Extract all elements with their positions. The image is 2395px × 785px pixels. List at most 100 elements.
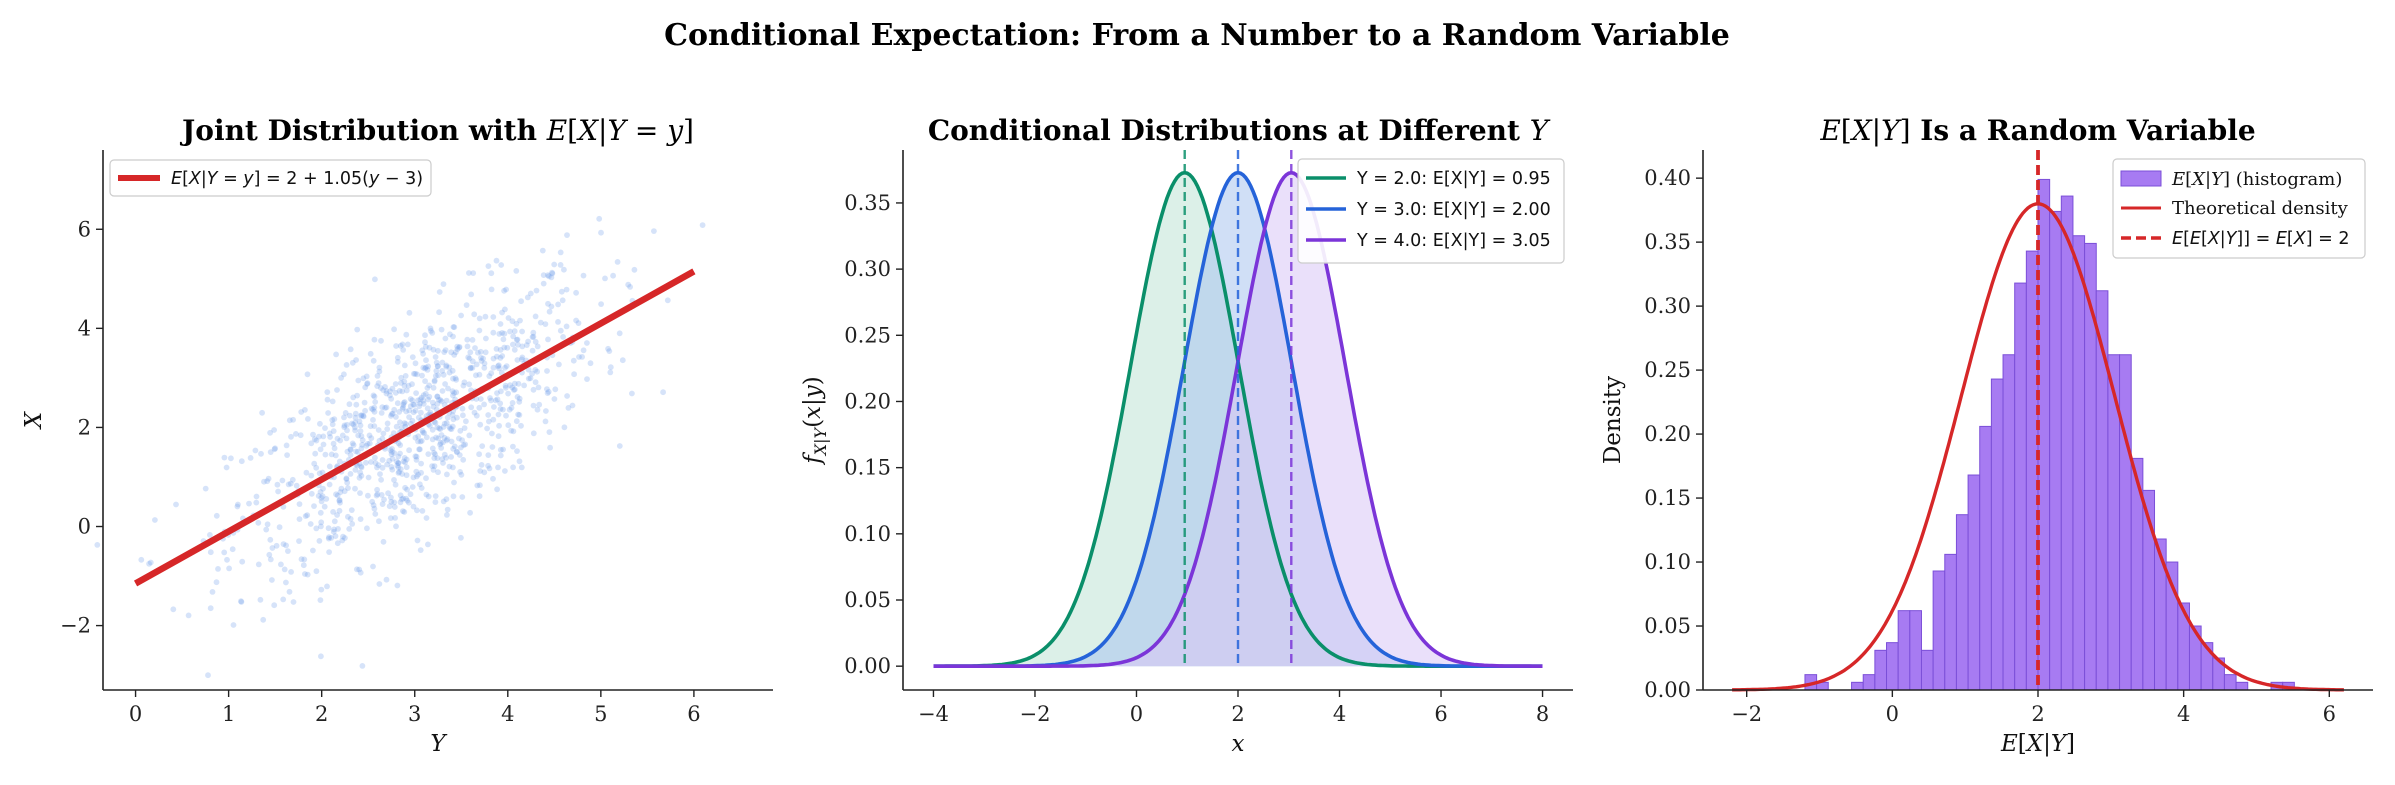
scatter-point — [428, 328, 434, 334]
scatter-point — [352, 419, 359, 426]
scatter-point — [442, 347, 449, 353]
scatter-point — [489, 444, 496, 450]
scatter-point — [454, 343, 461, 350]
legend-box — [109, 159, 432, 197]
histogram-bar — [2223, 674, 2237, 691]
scatter-point — [575, 320, 582, 326]
scatter-point — [545, 336, 551, 343]
scatter-point — [354, 392, 360, 399]
scatter-point — [272, 445, 278, 452]
scatter-point — [305, 416, 311, 422]
scatter-point — [371, 408, 378, 415]
scatter-point — [372, 511, 379, 517]
scatter-point — [316, 470, 323, 477]
scatter-point — [370, 563, 376, 570]
scatter-point — [499, 353, 506, 359]
scatter-point — [388, 498, 395, 505]
scatter-point — [532, 313, 539, 320]
scatter-point — [497, 355, 504, 361]
scatter-point — [310, 547, 316, 554]
scatter-point — [412, 434, 419, 441]
scatter-point — [490, 314, 497, 320]
scatter-point — [380, 387, 387, 393]
legend-label-regression: E[X|Y = y] = 2 + 1.05(y − 3) — [171, 169, 423, 189]
scatter-point — [548, 274, 555, 281]
scatter-point — [473, 361, 480, 368]
scatter-point — [443, 363, 450, 370]
scatter-point — [481, 364, 488, 371]
scatter-point — [560, 334, 566, 340]
scatter-point — [411, 370, 417, 377]
panel2-legend: Y = 2.0: E[X|Y] = 0.95 Y = 3.0: E[X|Y] = … — [1297, 158, 1565, 264]
scatter-point — [435, 469, 441, 476]
scatter-point — [207, 605, 214, 612]
figure-suptitle: Conditional Expectation: From a Number t… — [664, 18, 1730, 53]
scatter-point — [459, 405, 466, 412]
scatter-point — [469, 364, 476, 371]
scatter-point — [433, 434, 439, 441]
scatter-point — [283, 579, 289, 586]
scatter-point — [467, 509, 473, 516]
scatter-point — [419, 427, 426, 434]
scatter-point — [509, 384, 515, 391]
scatter-point — [407, 396, 414, 402]
scatter-point — [431, 463, 438, 469]
scatter-point — [564, 393, 570, 399]
scatter-point — [330, 428, 337, 434]
scatter-point — [405, 382, 412, 389]
scatter-point — [473, 372, 479, 379]
panel1-x-tick-label: 1 — [222, 702, 235, 726]
scatter-point — [433, 359, 440, 366]
legend-box — [2112, 158, 2366, 259]
scatter-point — [558, 288, 565, 295]
panel1-x-tick-label: 4 — [501, 702, 514, 726]
scatter-point — [326, 481, 333, 488]
scatter-point — [432, 493, 439, 499]
scatter-point — [255, 561, 262, 568]
scatter-point — [422, 378, 428, 385]
scatter-point — [444, 414, 451, 421]
scatter-point — [334, 540, 341, 547]
scatter-point — [449, 412, 456, 418]
scatter-point — [346, 412, 353, 419]
scatter-point — [419, 347, 426, 354]
scatter-point — [363, 442, 370, 449]
scatter-point — [432, 373, 439, 379]
scatter-point — [548, 303, 555, 310]
scatter-point — [467, 364, 474, 371]
scatter-point — [631, 266, 638, 273]
scatter-point — [495, 464, 501, 471]
scatter-point — [418, 485, 425, 491]
histogram-bar — [2002, 354, 2016, 691]
scatter-point — [393, 458, 400, 465]
scatter-point — [388, 494, 394, 501]
scatter-point — [429, 399, 436, 406]
scatter-point — [436, 289, 443, 295]
scatter-point — [443, 437, 450, 444]
scatter-point — [322, 451, 329, 458]
scatter-point — [368, 435, 375, 442]
scatter-point — [474, 482, 481, 489]
scatter-point — [308, 472, 315, 479]
scatter-point — [384, 420, 391, 427]
scatter-point — [458, 444, 464, 451]
scatter-point — [412, 407, 419, 414]
scatter-point — [307, 521, 314, 527]
scatter-point — [398, 496, 405, 503]
scatter-point — [441, 434, 448, 441]
scatter-point — [551, 261, 558, 268]
scatter-point — [501, 344, 508, 351]
scatter-point — [347, 471, 354, 477]
scatter-point — [545, 300, 551, 307]
scatter-point — [509, 400, 516, 406]
scatter-point — [381, 496, 387, 503]
scatter-point — [398, 374, 405, 381]
scatter-point — [423, 491, 430, 498]
scatter-point — [234, 503, 241, 510]
panel3-x-tick-label: −2 — [1731, 702, 1762, 726]
scatter-point — [437, 397, 444, 403]
scatter-point — [401, 378, 408, 385]
scatter-point — [285, 548, 291, 554]
scatter-point — [376, 368, 383, 375]
scatter-point — [469, 337, 476, 343]
